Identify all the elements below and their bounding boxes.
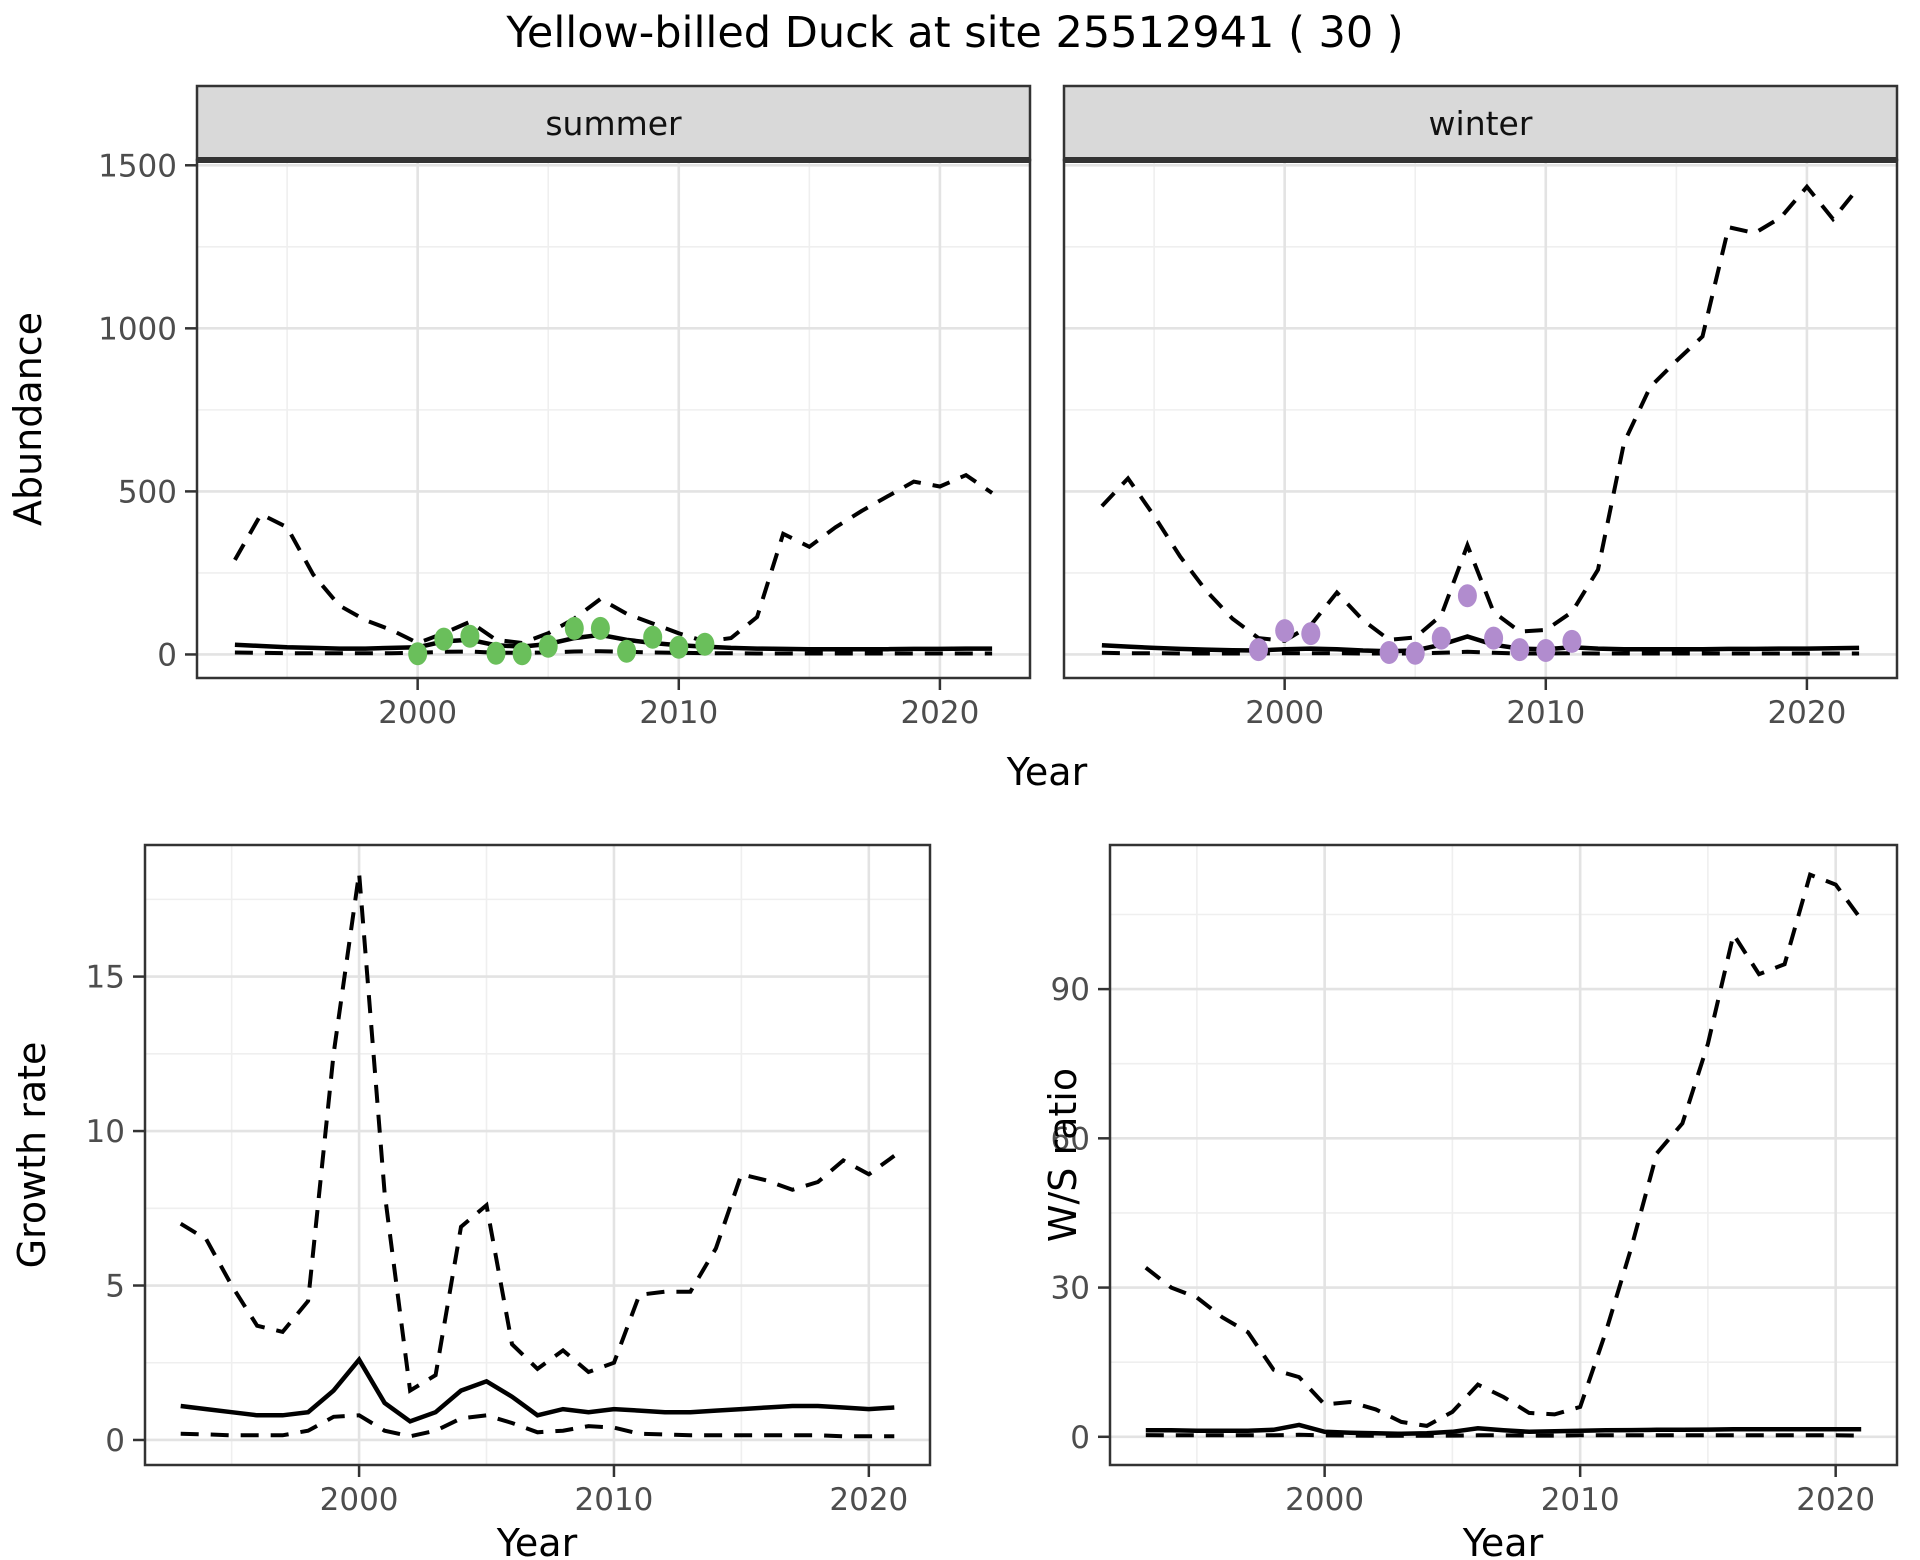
observed-summer-counts — [434, 627, 454, 651]
y-tick-label: 0 — [1070, 1420, 1090, 1456]
observed-winter-counts — [1431, 626, 1451, 650]
y-tick-label: 90 — [1051, 972, 1090, 1008]
chart-winter: 2000 2010 2020 winter — [1062, 84, 1899, 731]
y-tick-label: 5 — [105, 1269, 125, 1305]
observed-summer-counts — [512, 642, 532, 666]
x-tick-label: 2020 — [900, 695, 979, 731]
observed-winter-counts — [1405, 641, 1425, 665]
y-axis-title-growth-rate: Growth rate — [10, 1041, 54, 1269]
y-tick-label: 1000 — [98, 311, 177, 347]
x-tick-label: 2010 — [1506, 695, 1585, 731]
growth-upper-ci-line — [179, 872, 896, 1394]
y-tick-label: 10 — [86, 1114, 125, 1150]
y-tick-label: 30 — [1051, 1271, 1090, 1307]
x-tick-label: 2020 — [1796, 1482, 1875, 1518]
chart-summer: 2000 2010 2020 0 500 1000 1500 summer — [98, 84, 1032, 731]
observed-summer-counts — [695, 632, 715, 656]
observed-winter-counts — [1536, 639, 1556, 662]
observed-winter-counts — [1301, 622, 1321, 646]
observed-summer-counts — [643, 625, 663, 649]
x-tick-label: 2000 — [320, 1482, 399, 1518]
facet-strip-label-winter: winter — [1429, 104, 1533, 143]
y-tick-label: 60 — [1051, 1121, 1090, 1157]
page-title: Yellow-billed Duck at site 25512941 ( 30… — [506, 8, 1404, 58]
observed-winter-counts — [1562, 629, 1582, 653]
y-tick-label: 0 — [105, 1423, 125, 1459]
x-axis-title-year-top: Year — [1006, 750, 1088, 794]
observed-summer-counts — [460, 624, 480, 648]
ws-mean-line — [1145, 1422, 1862, 1437]
panel-border — [1108, 843, 1899, 1467]
panel-background — [1110, 845, 1897, 1465]
x-axis-title-year-bottom-left: Year — [496, 1521, 578, 1560]
y-tick-label: 0 — [157, 637, 177, 673]
facet-strip — [195, 84, 1032, 162]
observed-summer-counts — [590, 616, 610, 640]
panel-background — [197, 160, 1030, 678]
x-tick-label: 2010 — [639, 695, 718, 731]
observed-summer-counts — [617, 639, 637, 663]
y-tick-label: 500 — [118, 474, 177, 510]
x-tick-label: 2010 — [575, 1482, 654, 1518]
facet-strip-label-summer: summer — [545, 104, 682, 143]
chart-ws: 2000 2010 2020 0 30 60 90 — [1051, 843, 1899, 1518]
y-tick-label: 15 — [86, 960, 125, 996]
x-tick-label: 2000 — [378, 695, 457, 731]
x-tick-label: 2000 — [1245, 695, 1324, 731]
x-tick-label: 2020 — [1767, 695, 1846, 731]
observed-winter-counts — [1249, 638, 1268, 662]
panel-background — [1064, 160, 1897, 678]
y-tick-label: 1500 — [98, 148, 177, 184]
chart-growth: 2000 2010 2020 0 5 10 15 — [86, 843, 932, 1518]
observed-summer-counts — [486, 641, 506, 665]
winter-lower-ci-line — [1101, 649, 1860, 656]
winter-mean-line — [1101, 634, 1860, 654]
observed-summer-counts — [669, 635, 689, 659]
observed-winter-counts — [1379, 641, 1399, 664]
panel-background — [145, 845, 930, 1465]
growth-mean-line — [180, 1355, 895, 1424]
summer-mean-line — [234, 632, 993, 652]
summer-upper-ci-line — [233, 472, 994, 646]
ws-upper-ci-line — [1144, 872, 1863, 1428]
x-tick-label: 2010 — [1541, 1482, 1620, 1518]
observed-summer-counts — [538, 634, 558, 658]
observed-summer-counts — [564, 616, 584, 640]
observed-winter-counts — [1484, 626, 1504, 650]
observed-winter-counts — [1510, 638, 1530, 662]
growth-lower-ci-line — [180, 1413, 895, 1439]
x-axis-title-year-bottom-right: Year — [1462, 1521, 1544, 1560]
panel-border — [143, 843, 932, 1467]
y-axis-title-ws-ratio: W/S ratio — [1041, 1067, 1085, 1243]
observed-winter-counts — [1457, 584, 1477, 608]
y-axis-title-abundance: Abundance — [6, 311, 50, 527]
x-tick-label: 2020 — [829, 1482, 908, 1518]
observed-winter-counts — [1275, 619, 1295, 643]
summer-lower-ci-line — [234, 649, 993, 656]
facet-strip — [1062, 84, 1899, 162]
observed-summer-counts — [408, 642, 428, 666]
winter-upper-ci-line — [1100, 183, 1861, 643]
x-tick-label: 2000 — [1285, 1482, 1364, 1518]
